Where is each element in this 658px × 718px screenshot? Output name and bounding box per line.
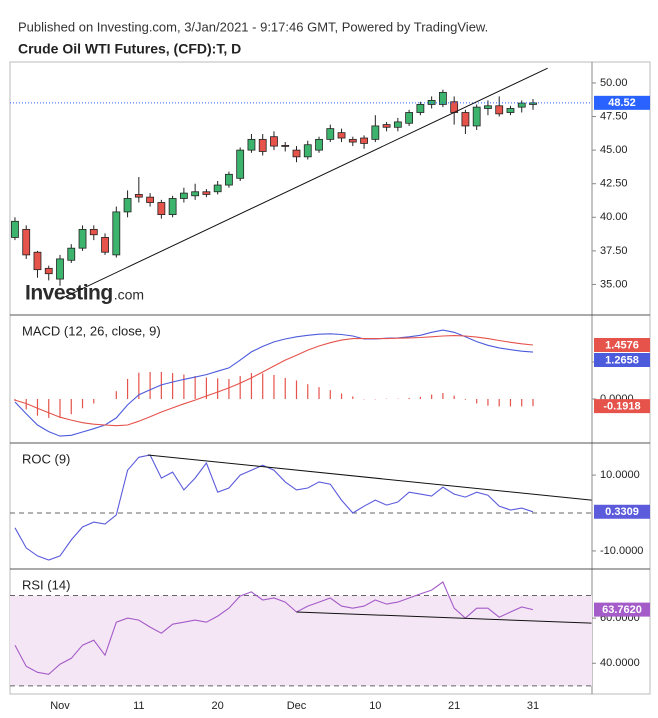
- candle-body: [281, 145, 290, 147]
- candle-body: [157, 202, 166, 215]
- indicator-line: [14, 454, 534, 561]
- candle-body: [123, 198, 132, 213]
- y-tick-label: 45.00: [600, 144, 628, 156]
- candle-body: [371, 125, 380, 140]
- candle-body: [303, 144, 312, 158]
- y-tick-label: 10.0000: [600, 469, 640, 481]
- candle-body: [326, 128, 335, 140]
- y-tick-label: 35.00: [600, 278, 628, 290]
- x-tick-label: 21: [448, 700, 460, 712]
- y-tick-label: 37.50: [600, 245, 628, 257]
- candle-body: [225, 173, 233, 186]
- level-band: [10, 595, 592, 686]
- last-value-box: [594, 504, 650, 519]
- candle-body: [247, 138, 256, 151]
- candle-body: [337, 132, 346, 139]
- x-tick-label: Dec: [287, 700, 307, 712]
- indicator-line: [14, 329, 534, 437]
- candle-body: [89, 228, 98, 236]
- last-value-label: 1.2658: [605, 354, 639, 366]
- last-value-box: [594, 352, 650, 367]
- y-tick-label: 40.00: [600, 211, 628, 223]
- candle-body: [270, 136, 278, 147]
- chart-title: Crude Oil WTI Futures, (CFD):T, D: [18, 41, 241, 57]
- last-value-box: [594, 602, 650, 617]
- last-value-box: [594, 95, 650, 110]
- candle-body: [179, 192, 188, 199]
- candle-body: [78, 228, 87, 249]
- candle-body: [56, 258, 64, 280]
- candle-body: [258, 138, 267, 152]
- watermark-suffix: .com: [114, 287, 144, 303]
- frame: [9, 61, 651, 695]
- candle-body: [506, 108, 515, 113]
- candle-body: [484, 105, 492, 109]
- candle-body: [427, 100, 436, 105]
- watermark: Investing: [25, 282, 113, 305]
- last-value-label: 63.7620: [602, 604, 642, 616]
- candle-body: [33, 251, 42, 271]
- panel-title: RSI (14): [22, 577, 70, 592]
- candle-body: [393, 121, 402, 128]
- candle-body: [360, 137, 368, 144]
- candle-body: [168, 198, 177, 215]
- candle-body: [438, 91, 447, 105]
- candle-body: [213, 184, 222, 193]
- last-value-label: 1.4576: [605, 339, 639, 351]
- trend-line: [59, 67, 548, 300]
- candle-body: [112, 211, 121, 256]
- candle-body: [11, 220, 19, 238]
- panel-title: MACD (12, 26, close, 9): [22, 323, 161, 338]
- panel: 50.00 47.50 45.00 42.50 40.00 37.50 35.00 Inves…: [10, 67, 628, 305]
- candle-body: [236, 149, 245, 179]
- candle-body: [405, 112, 414, 124]
- x-tick-label: Nov: [50, 700, 70, 712]
- trend-line: [296, 611, 592, 624]
- candle-body: [101, 237, 109, 253]
- candle-body: [348, 138, 357, 143]
- candle-body: [315, 138, 323, 151]
- candle-body: [22, 228, 31, 256]
- x-tick-label: 20: [212, 700, 224, 712]
- candle-body: [461, 112, 470, 127]
- candle-body: [146, 196, 154, 203]
- last-value-label: -0.1918: [603, 401, 640, 413]
- candle-body: [134, 194, 143, 198]
- y-tick-label: 50.00: [600, 77, 628, 89]
- panel: 10.0000 -10.0000 ROC (9): [10, 451, 643, 561]
- last-value-label: 0.3309: [605, 506, 639, 518]
- candle-body: [202, 191, 211, 195]
- candle-body: [472, 106, 481, 127]
- candle-body: [292, 149, 301, 158]
- last-value-box: [594, 337, 650, 352]
- candle-body: [44, 267, 53, 275]
- candle-body: [191, 191, 200, 197]
- trend-line: [147, 454, 592, 501]
- x-tick-label: 10: [369, 700, 381, 712]
- indicator-line: [14, 581, 534, 675]
- y-tick-label: -10.0000: [600, 545, 643, 557]
- x-tick-label: 31: [527, 700, 539, 712]
- candle-body: [67, 247, 76, 261]
- candle-body: [495, 105, 504, 115]
- last-value-box: [594, 399, 650, 414]
- x-tick-label: 11: [133, 700, 144, 712]
- candle-body: [382, 124, 391, 128]
- y-tick-label: 47.50: [600, 110, 628, 122]
- published-note: Published on Investing.com, 3/Jan/2021 -…: [18, 19, 488, 34]
- y-tick-label: 42.50: [600, 178, 628, 190]
- last-value-label: 48.52: [608, 97, 636, 109]
- panel-title: ROC (9): [22, 451, 70, 466]
- candle-body: [416, 104, 425, 113]
- indicator-line: [14, 335, 534, 427]
- y-tick-label: 40.0000: [600, 657, 640, 669]
- candle-body: [517, 102, 526, 108]
